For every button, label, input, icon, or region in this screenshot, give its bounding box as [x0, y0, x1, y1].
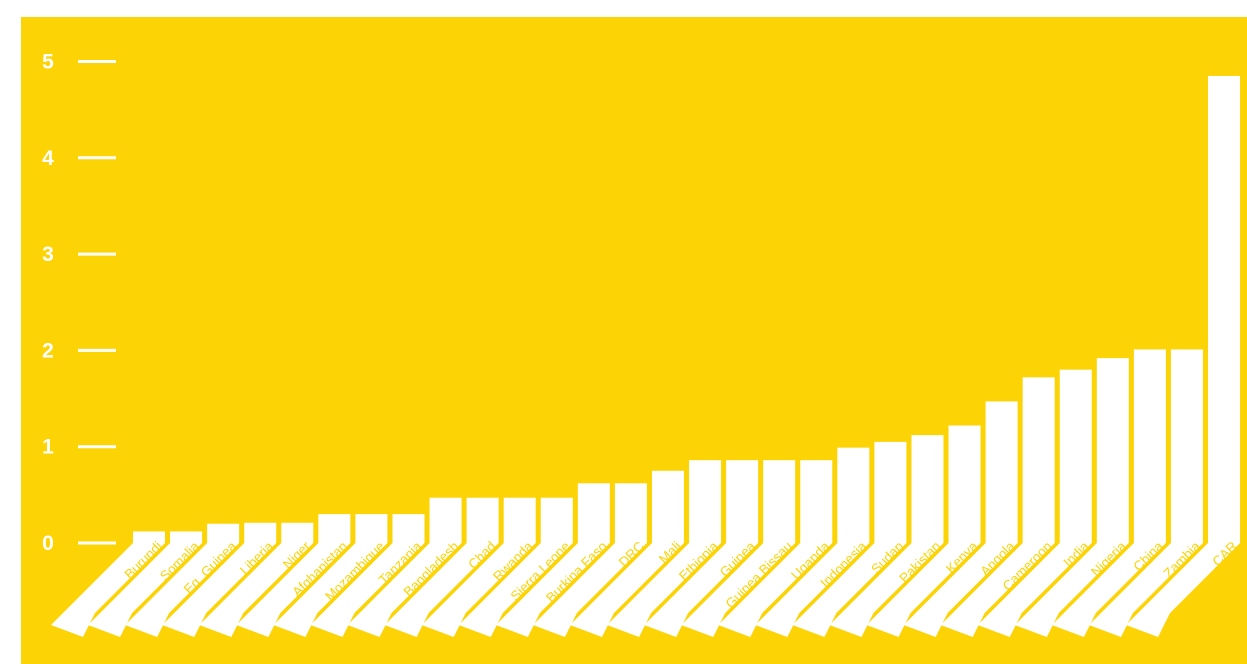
- bar-label-strip: [903, 543, 1018, 637]
- bar: [614, 483, 647, 543]
- bar: [1133, 349, 1166, 543]
- bar-label-strip: [532, 543, 647, 637]
- bar: [800, 460, 833, 543]
- bar-label-strip: [458, 543, 573, 637]
- bar: [318, 514, 351, 543]
- bar: [133, 531, 165, 543]
- bar: [207, 523, 240, 543]
- bar: [429, 497, 462, 543]
- bar-label-strip: [88, 543, 203, 637]
- bar: [1022, 377, 1055, 543]
- bar-label-strip: [1126, 543, 1241, 637]
- y-tick-label: 2: [42, 339, 54, 362]
- bar-label-strip: [681, 543, 796, 637]
- bar-label-strip: [1014, 543, 1129, 637]
- bar-label-strip: [829, 543, 944, 637]
- bar: [1096, 358, 1129, 543]
- bar-label-strip: [607, 543, 722, 637]
- bar-label-strip: [347, 543, 462, 637]
- bar: [170, 531, 203, 543]
- bar: [651, 470, 684, 543]
- bar: [503, 497, 536, 543]
- y-tick-label: 0: [42, 532, 54, 555]
- bar: [837, 447, 870, 543]
- bar-label-strip: [1088, 543, 1203, 637]
- bar: [985, 401, 1018, 543]
- bar-label-strip: [866, 543, 981, 637]
- bar-label-strip: [718, 543, 833, 637]
- bar: [244, 522, 277, 543]
- bar-label-strip: [495, 543, 610, 637]
- bar: [540, 497, 573, 543]
- bar-label-strip: [421, 543, 536, 637]
- bar: [911, 435, 944, 543]
- bar-label-strip: [644, 543, 759, 637]
- bar: [1059, 369, 1092, 543]
- bar: [281, 522, 314, 543]
- bar: [392, 514, 425, 543]
- bar: [1208, 75, 1241, 543]
- bar: [466, 497, 499, 543]
- bar-label-strip: [125, 543, 240, 637]
- bar-label-strip: [755, 543, 870, 637]
- bar: [726, 460, 759, 543]
- bar: [355, 514, 388, 543]
- bar-label-strip: [384, 543, 499, 637]
- bar-label-strip: [310, 543, 425, 637]
- bar-label-strip: [1051, 543, 1166, 637]
- bar-label-strip: [792, 543, 907, 637]
- y-tick-label: 3: [42, 243, 54, 266]
- bar-label-strip: [162, 543, 277, 637]
- bar: [689, 460, 722, 543]
- bar: [874, 441, 907, 543]
- bar: [763, 460, 796, 543]
- bar-label-strip: [236, 543, 351, 637]
- bar: [577, 483, 610, 543]
- bar-label-strip: [569, 543, 684, 637]
- y-tick-label: 4: [42, 147, 54, 170]
- y-tick-label: 5: [42, 51, 54, 74]
- bar-label-strip: [940, 543, 1055, 637]
- y-tick-label: 1: [42, 436, 54, 459]
- bar-label-strip: [977, 543, 1092, 637]
- bar: [1170, 349, 1203, 543]
- bar-label-strip: [51, 543, 165, 637]
- bar-label-strip: [273, 543, 388, 637]
- bar: [948, 425, 981, 543]
- bar-label-strip: [199, 543, 314, 637]
